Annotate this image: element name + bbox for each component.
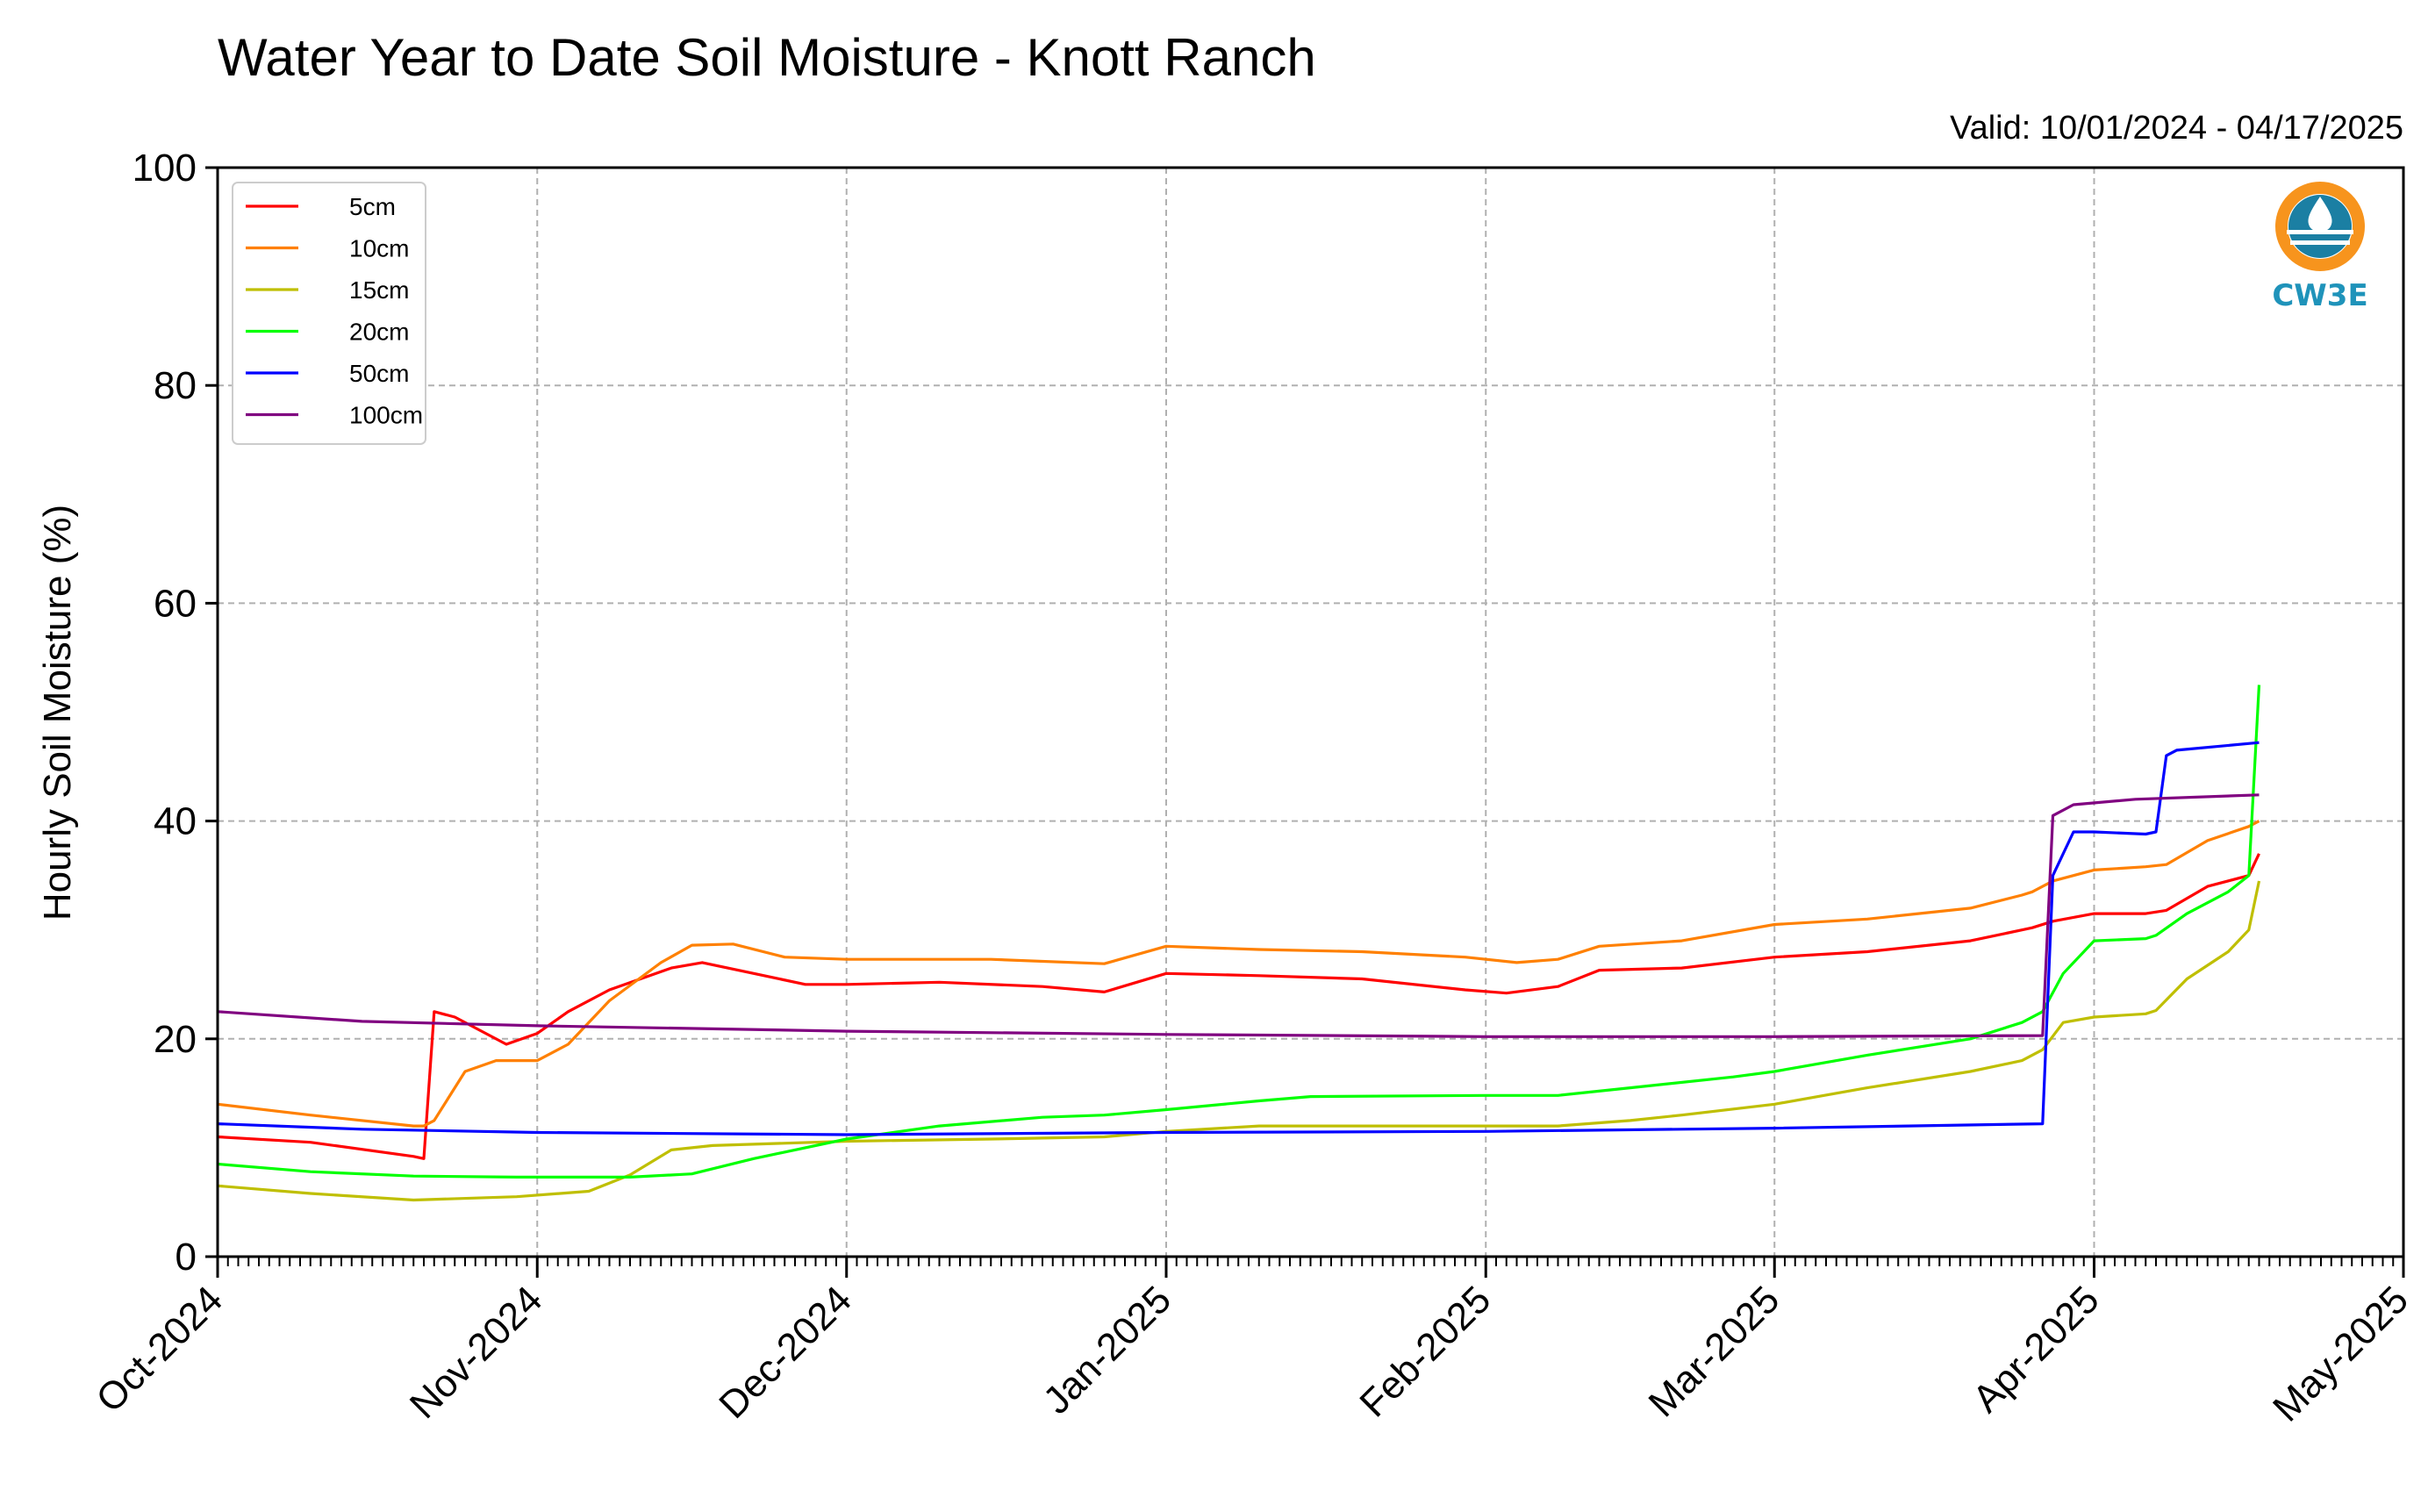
series-line-5cm bbox=[217, 853, 2260, 1160]
legend-label-15cm: 15cm bbox=[349, 276, 409, 304]
series-line-15cm bbox=[217, 880, 2261, 1202]
legend-label-10cm: 10cm bbox=[349, 235, 409, 262]
y-tick-label: 0 bbox=[175, 1236, 197, 1279]
y-axis: 0 20 40 60 80 100 bbox=[133, 147, 218, 1279]
x-tick-label: Nov-2024 bbox=[402, 1278, 551, 1427]
logo-wave-icon-2 bbox=[2290, 240, 2350, 245]
y-tick-label: 20 bbox=[154, 1018, 197, 1061]
legend-label-5cm: 5cm bbox=[349, 193, 396, 220]
y-tick-label: 60 bbox=[154, 582, 197, 625]
series-line-100cm bbox=[217, 793, 2260, 1038]
x-tick-label: Dec-2024 bbox=[711, 1278, 860, 1427]
x-tick-label: Oct-2024 bbox=[88, 1278, 231, 1421]
legend-label-20cm: 20cm bbox=[349, 319, 409, 346]
x-tick-label: Jan-2025 bbox=[1035, 1278, 1179, 1422]
cw3e-logo: CW3E bbox=[2272, 182, 2368, 313]
logo-drop-icon bbox=[2308, 197, 2332, 232]
x-tick-label: May-2025 bbox=[2265, 1278, 2417, 1430]
valid-range: Valid: 10/01/2024 - 04/17/2025 bbox=[1950, 110, 2403, 147]
x-tick-label: Apr-2025 bbox=[1965, 1278, 2108, 1421]
series-line-50cm bbox=[217, 741, 2260, 1136]
x-tick-label: Mar-2025 bbox=[1641, 1278, 1788, 1425]
legend-label-50cm: 50cm bbox=[349, 360, 409, 387]
series-line-20cm bbox=[217, 684, 2261, 1179]
plot-frame bbox=[216, 166, 2405, 1258]
series-lines bbox=[217, 684, 2261, 1202]
chart-title: Water Year to Date Soil Moisture - Knott… bbox=[218, 28, 1316, 87]
grid bbox=[218, 168, 2403, 1257]
logo-ring-icon bbox=[2275, 182, 2365, 271]
y-tick-label: 80 bbox=[154, 364, 197, 407]
y-tick-label: 100 bbox=[133, 147, 197, 190]
legend-label-100cm: 100cm bbox=[349, 402, 423, 429]
x-axis: Oct-2024 Nov-2024 Dec-2024 Jan-2025 Feb-2025… bbox=[88, 1257, 2417, 1430]
x-tick-label: Feb-2025 bbox=[1351, 1278, 1499, 1425]
y-tick-label: 40 bbox=[154, 800, 197, 843]
y-axis-label: Hourly Soil Moisture (%) bbox=[36, 505, 79, 921]
logo-wave-icon bbox=[2287, 230, 2353, 234]
series-line-10cm bbox=[217, 820, 2260, 1128]
legend[interactable]: 5cm 10cm 15cm 20cm 50cm 100cm bbox=[232, 182, 426, 445]
logo-text: CW3E bbox=[2272, 278, 2367, 313]
